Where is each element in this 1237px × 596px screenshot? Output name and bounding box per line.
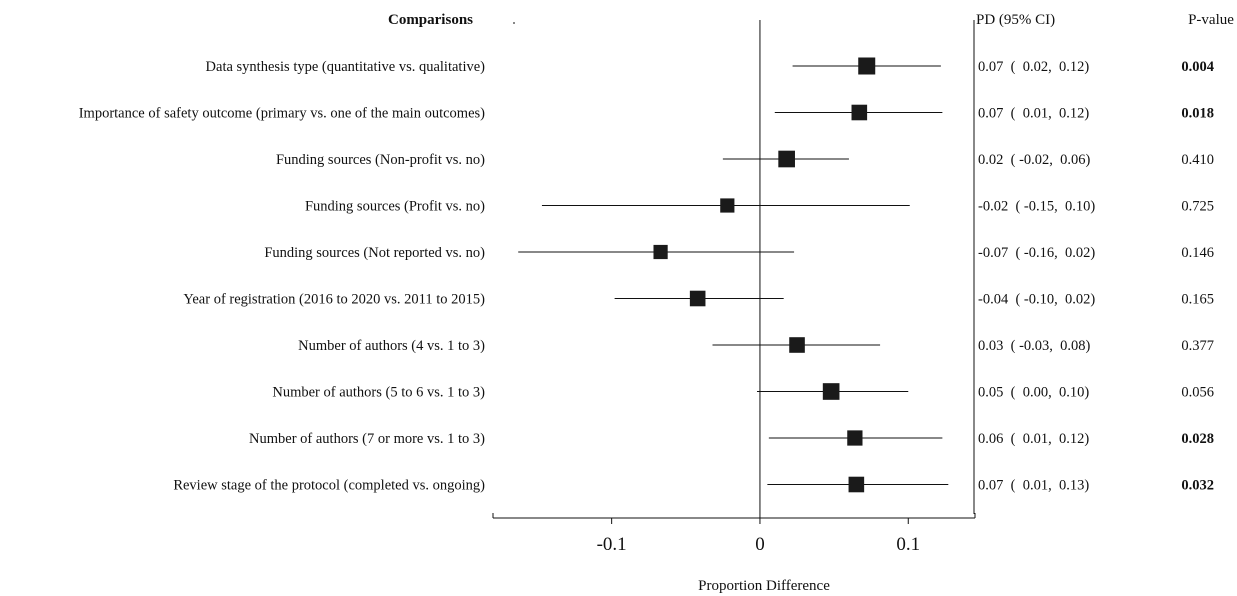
- p-value: 0.410: [1181, 152, 1214, 168]
- point-estimate-marker: [789, 337, 805, 353]
- x-tick-label: 0.1: [896, 534, 920, 555]
- x-tick-label: 0: [755, 534, 765, 555]
- comparison-label: Review stage of the protocol (completed …: [173, 478, 485, 494]
- p-value: 0.146: [1181, 245, 1214, 261]
- p-value: 0.004: [1181, 59, 1214, 75]
- comparison-label: Importance of safety outcome (primary vs…: [79, 106, 485, 122]
- estimate-header: PD (95% CI): [976, 12, 1055, 28]
- p-value: 0.725: [1181, 199, 1214, 215]
- forest-rows: Data synthesis type (quantitative vs. qu…: [79, 57, 1214, 494]
- comparison-label: Funding sources (Profit vs. no): [305, 199, 485, 215]
- pd-ci-value: 0.07 ( 0.01, 0.13): [978, 478, 1089, 494]
- p-value: 0.165: [1181, 292, 1214, 308]
- point-estimate-marker: [689, 290, 706, 307]
- pd-ci-value: 0.02 ( -0.02, 0.06): [978, 152, 1091, 168]
- p-value: 0.032: [1181, 478, 1214, 494]
- forest-row: Funding sources (Profit vs. no) -0.02 ( -…: [305, 198, 1214, 215]
- comparison-label: Number of authors (5 to 6 vs. 1 to 3): [272, 385, 485, 401]
- point-estimate-marker: [848, 476, 865, 493]
- pd-ci-value: -0.04 ( -0.10, 0.02): [978, 292, 1095, 308]
- pd-ci-value: 0.07 ( 0.02, 0.12): [978, 59, 1089, 75]
- point-estimate-marker: [822, 383, 840, 400]
- p-value: 0.018: [1181, 106, 1214, 122]
- point-estimate-marker: [851, 104, 868, 121]
- p-value: 0.056: [1181, 385, 1214, 401]
- column-headers: Comparisons PD (95% CI) P-value: [388, 12, 1234, 28]
- x-axis: -0.1 0 0.1: [492, 513, 976, 555]
- point-estimate-marker: [858, 57, 876, 75]
- forest-row: Number of authors (5 to 6 vs. 1 to 3) 0.0…: [272, 383, 1214, 401]
- forest-row: Funding sources (Not reported vs. no) -0.…: [264, 244, 1214, 261]
- pd-ci-value: -0.07 ( -0.16, 0.02): [978, 245, 1095, 261]
- comparison-label: Number of authors (4 vs. 1 to 3): [298, 338, 485, 354]
- comparison-label: Funding sources (Non-profit vs. no): [276, 152, 485, 168]
- point-estimate-marker: [847, 430, 863, 446]
- forest-row: Funding sources (Non-profit vs. no) 0.02 …: [276, 150, 1214, 168]
- p-value: 0.028: [1181, 431, 1214, 447]
- comparison-label: Year of registration (2016 to 2020 vs. 2…: [183, 292, 485, 308]
- pd-ci-value: 0.03 ( -0.03, 0.08): [978, 338, 1091, 354]
- p-value: 0.377: [1181, 338, 1214, 354]
- x-tick-label: -0.1: [597, 534, 627, 555]
- x-axis-title: Proportion Difference: [698, 578, 830, 594]
- comparisons-header: Comparisons: [388, 12, 473, 28]
- pd-ci-value: 0.06 ( 0.01, 0.12): [978, 431, 1089, 447]
- pvalue-header: P-value: [1188, 12, 1234, 28]
- forest-row: Number of authors (4 vs. 1 to 3) 0.03 ( -…: [298, 337, 1214, 354]
- comparison-label: Number of authors (7 or more vs. 1 to 3): [249, 431, 485, 447]
- point-estimate-marker: [778, 150, 795, 168]
- pd-ci-value: -0.02 ( -0.15, 0.10): [978, 199, 1095, 215]
- point-estimate-marker: [720, 198, 735, 213]
- forest-row: Review stage of the protocol (completed …: [173, 476, 1214, 494]
- forest-row: Year of registration (2016 to 2020 vs. 2…: [183, 290, 1214, 308]
- forest-row: Number of authors (7 or more vs. 1 to 3)…: [249, 430, 1214, 447]
- point-estimate-marker: [653, 244, 668, 260]
- forest-row: Data synthesis type (quantitative vs. qu…: [206, 57, 1214, 75]
- comparison-label: Data synthesis type (quantitative vs. qu…: [206, 59, 486, 75]
- forest-row: Importance of safety outcome (primary vs…: [79, 104, 1214, 122]
- comparison-label: Funding sources (Not reported vs. no): [264, 245, 485, 261]
- pd-ci-value: 0.05 ( 0.00, 0.10): [978, 385, 1089, 401]
- pd-ci-value: 0.07 ( 0.01, 0.12): [978, 106, 1089, 122]
